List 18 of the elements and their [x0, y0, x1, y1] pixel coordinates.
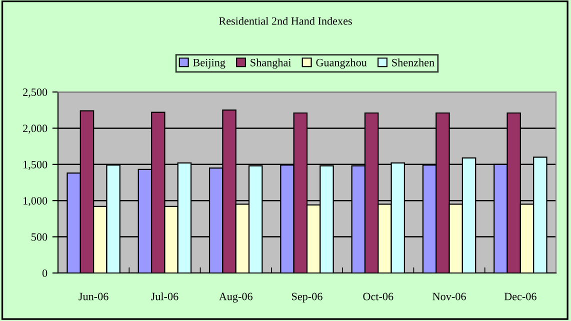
- y-tick-label: 1,500: [24, 160, 48, 170]
- legend-label: Guangzhou: [316, 58, 367, 69]
- x-tick-label: Oct-06: [363, 292, 394, 300]
- x-tick-label: Nov-06: [432, 292, 466, 300]
- y-tick-label: 2,000: [23, 124, 48, 134]
- y-tick-label: 500: [32, 233, 48, 241]
- x-tick-label: Dec-06: [504, 292, 536, 300]
- x-tick-label: Aug-06: [218, 292, 252, 303]
- x-tick-label: Sep-06: [292, 292, 322, 303]
- x-tick-label: Jun-06: [78, 292, 108, 300]
- y-tick-label: 0: [42, 269, 48, 277]
- legend-label: Beijing: [193, 58, 226, 69]
- chart-title: Residential 2nd Hand Indexes: [219, 16, 352, 25]
- legend-label: Shanghai: [250, 58, 292, 69]
- y-tick-label: 2,500: [23, 88, 48, 98]
- legend-label: Shenzhen: [392, 58, 434, 66]
- y-tick-label: 1,000: [24, 197, 48, 206]
- x-tick-label: Jul-06: [151, 292, 178, 300]
